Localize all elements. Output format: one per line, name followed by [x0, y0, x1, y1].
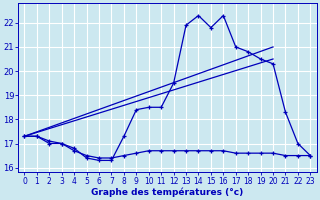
- X-axis label: Graphe des températures (°c): Graphe des températures (°c): [91, 187, 244, 197]
